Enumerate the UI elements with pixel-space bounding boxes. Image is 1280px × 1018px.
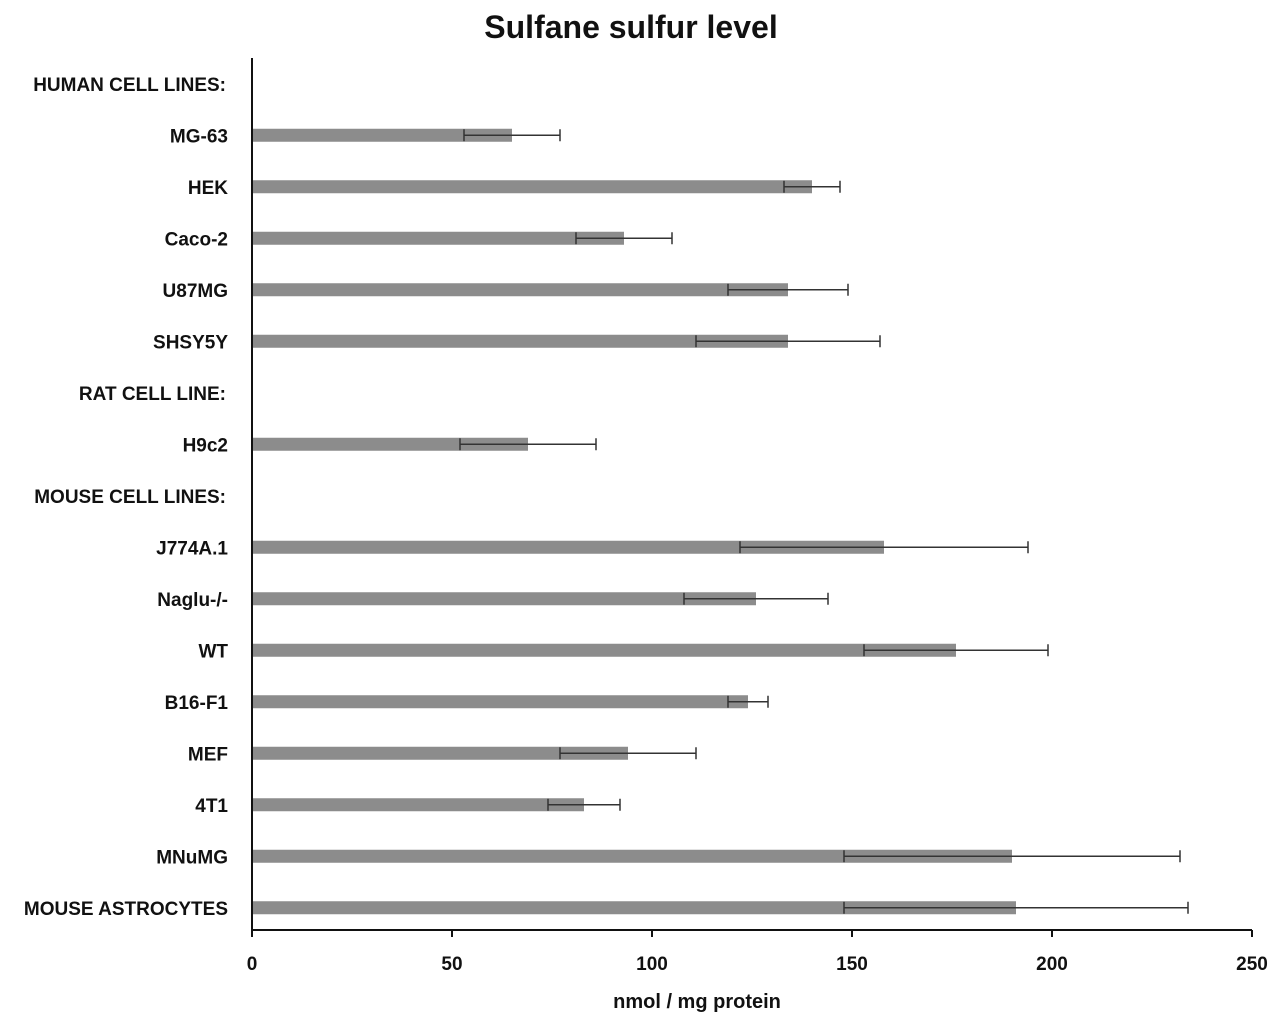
category-label: HEK (188, 178, 228, 199)
error-bar (547, 798, 621, 811)
chart-title: Sulfane sulfur level (484, 9, 777, 45)
bars (252, 128, 1016, 915)
error-bar (683, 592, 829, 605)
category-labels: HUMAN CELL LINES: MG-63 HEK Caco-2 U87MG SHSY… (24, 75, 229, 920)
error-bars (459, 129, 1189, 914)
x-tick-label: 200 (1036, 954, 1068, 975)
x-axis-label: nmol / mg protein (613, 991, 781, 1013)
group-header: HUMAN CELL LINES: (33, 75, 226, 96)
x-axis-ticks: 0 50 100 150 200 250 (247, 930, 1268, 975)
x-tick-label: 100 (636, 954, 668, 975)
category-label: MNuMG (156, 847, 228, 868)
category-label: 4T1 (195, 796, 228, 817)
category-label: MEF (188, 744, 228, 765)
bar (252, 334, 788, 348)
bar (252, 437, 528, 451)
group-header: RAT CELL LINE: (79, 384, 226, 405)
error-bar (843, 901, 1189, 914)
bar (252, 283, 788, 297)
category-label: U87MG (163, 281, 228, 302)
error-bar (739, 541, 1029, 554)
category-label: J774A.1 (156, 538, 228, 559)
x-tick-label: 50 (441, 954, 462, 975)
category-label: H9c2 (183, 435, 228, 456)
category-label: Naglu-/- (157, 590, 228, 611)
error-bar (559, 747, 697, 760)
error-bar (727, 695, 769, 708)
group-header: MOUSE CELL LINES: (34, 487, 226, 508)
category-label: MG-63 (170, 126, 228, 147)
bar (252, 798, 584, 812)
bar (252, 231, 624, 245)
category-label: WT (198, 641, 228, 662)
bar (252, 540, 884, 554)
error-bar (843, 850, 1181, 863)
error-bar (459, 438, 597, 451)
error-bar (575, 232, 673, 245)
category-label: Caco-2 (165, 229, 228, 250)
error-bar (695, 335, 881, 348)
bar (252, 849, 1012, 863)
category-label: SHSY5Y (153, 332, 228, 353)
bar (252, 180, 812, 194)
x-tick-label: 0 (247, 954, 258, 975)
bar (252, 643, 956, 657)
x-tick-label: 250 (1236, 954, 1268, 975)
category-label: B16-F1 (165, 693, 229, 714)
error-bar (863, 644, 1049, 657)
error-bar (727, 283, 849, 296)
bar (252, 128, 512, 142)
error-bar (783, 180, 841, 193)
bar (252, 901, 1016, 915)
error-bar (463, 129, 561, 142)
bar (252, 746, 628, 760)
bar (252, 695, 748, 709)
bar (252, 592, 756, 606)
category-label: MOUSE ASTROCYTES (24, 899, 228, 920)
x-tick-label: 150 (836, 954, 868, 975)
